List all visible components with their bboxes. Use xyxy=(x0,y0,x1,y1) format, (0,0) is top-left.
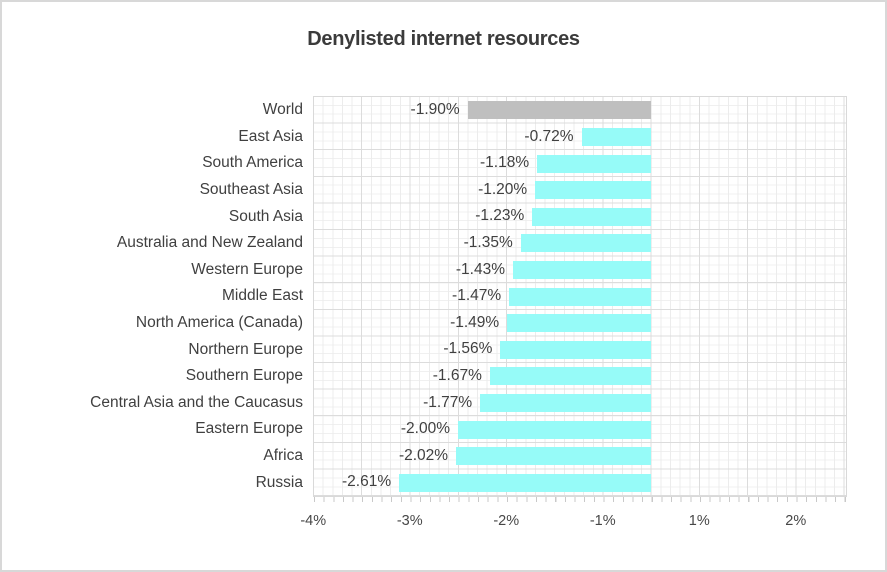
bar-value-label: -1.67% xyxy=(432,367,482,384)
category-label: East Asia xyxy=(238,127,303,145)
bar-value-label: -2.00% xyxy=(400,420,450,438)
category-label: South Asia xyxy=(228,207,303,225)
bar xyxy=(467,101,651,120)
bar xyxy=(581,127,651,146)
x-axis-tick-label: -2% xyxy=(493,513,520,529)
bar-value-label: -1.56% xyxy=(443,340,493,358)
bar xyxy=(480,393,651,412)
bar-value-label: -1.20% xyxy=(478,180,528,198)
bar xyxy=(399,473,651,492)
x-axis-tick-label: -4% xyxy=(300,513,327,529)
bar xyxy=(500,340,651,359)
bar xyxy=(513,260,651,279)
bar-value-label: -1.18% xyxy=(480,154,530,172)
bar-value-label: -1.43% xyxy=(455,260,506,278)
bar-value-label: -1.23% xyxy=(475,207,525,225)
category-axis: World East Asia South America Southeast Asi… xyxy=(2,97,303,496)
bar xyxy=(537,154,651,173)
value-axis: -4% -3% -2% -1% 1% 2% xyxy=(2,513,885,533)
category-label: Eastern Europe xyxy=(195,420,303,438)
bar-value-label: -1.49% xyxy=(450,313,500,331)
x-axis-tick-label: -3% xyxy=(396,513,423,529)
category-label: Northern Europe xyxy=(188,340,303,358)
category-label: Southeast Asia xyxy=(199,181,303,199)
bar xyxy=(509,287,651,306)
category-label: South America xyxy=(202,154,303,172)
category-label: Australia and New Zealand xyxy=(116,234,303,252)
bar-value-label: -2.02% xyxy=(398,446,449,464)
bar-value-label: -1.35% xyxy=(463,234,513,251)
axis-minor-ticks-icon xyxy=(314,497,846,502)
plot-area: -1.90% -0.72% -1.18% -1.20% -1.23% -1.35% -1.4… xyxy=(313,96,847,497)
bar xyxy=(532,207,651,226)
category-label: World xyxy=(262,101,303,119)
category-label: Central Asia and the Caucasus xyxy=(90,393,303,411)
bar-value-label: -1.90% xyxy=(410,101,460,118)
bar xyxy=(520,234,651,253)
x-axis-tick-label: -1% xyxy=(589,513,616,529)
bar xyxy=(458,420,651,439)
bar xyxy=(489,367,651,386)
bar-value-label: -1.47% xyxy=(452,287,502,305)
category-label: Southern Europe xyxy=(185,367,303,385)
category-label: Africa xyxy=(263,447,303,465)
bar xyxy=(535,181,651,200)
bar-value-label: -2.61% xyxy=(342,473,392,491)
bar-value-label: -1.77% xyxy=(423,393,473,411)
category-label: North America (Canada) xyxy=(135,314,303,332)
category-label: Russia xyxy=(255,473,303,491)
bar-value-label: -0.72% xyxy=(524,127,574,145)
bar xyxy=(456,447,651,466)
category-label: Western Europe xyxy=(191,260,303,278)
bar xyxy=(507,314,651,333)
category-label: Middle East xyxy=(222,287,303,305)
x-axis-tick-label: 1% xyxy=(688,513,710,529)
chart-title: Denylisted internet resources xyxy=(307,28,580,50)
x-axis-tick-label: 2% xyxy=(785,513,807,529)
